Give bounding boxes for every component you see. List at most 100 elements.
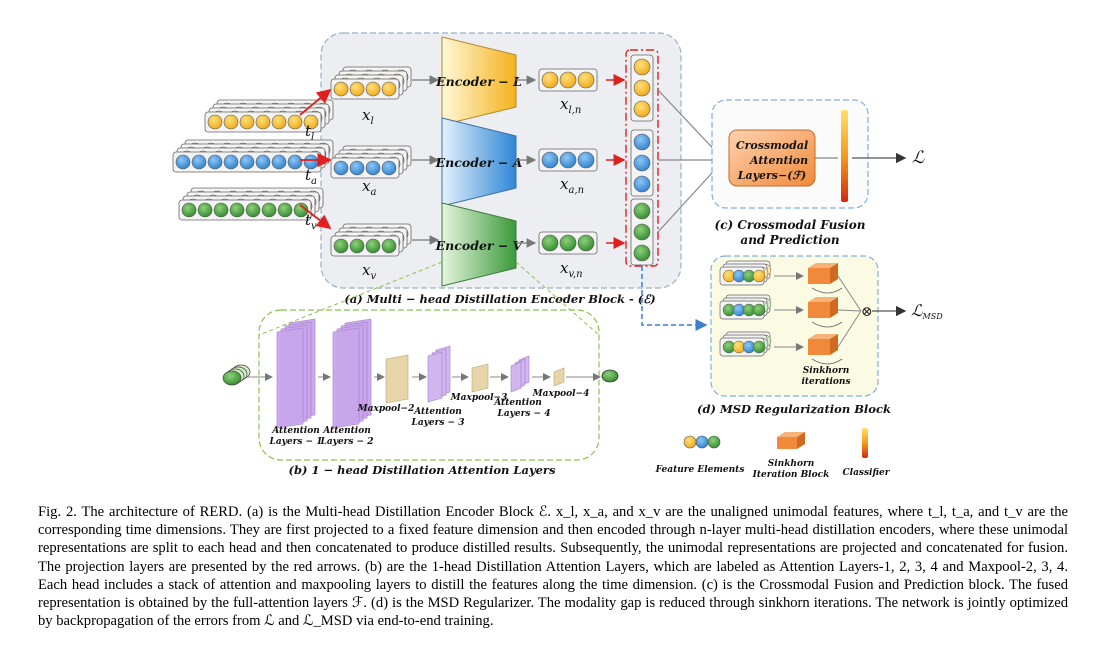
label-maxpool-3: Maxpool−3 <box>450 393 508 403</box>
projected-audio-element <box>381 160 397 176</box>
input-audio-element <box>239 154 255 170</box>
input-visual-element <box>245 202 261 218</box>
attention-layers-3 <box>427 345 451 403</box>
sinkhorn-cube-side <box>830 334 838 355</box>
svg-text:Encoder − A: Encoder − A <box>435 155 523 170</box>
msd-rows <box>719 260 862 365</box>
sinkhorn-cube-front <box>808 302 830 318</box>
maxpool-2-slab <box>385 354 409 404</box>
msd-feature-element <box>752 269 766 283</box>
projected-visual-layer <box>330 235 400 257</box>
sinkhorn-cube-side <box>830 263 838 284</box>
sinkhorn-cube-top <box>808 263 838 268</box>
label-attention-4b: Layers − 4 <box>497 409 551 419</box>
sinkhorn-cube-side <box>830 297 838 318</box>
concat-element <box>633 175 651 193</box>
legend-classifier: Classifier <box>843 428 891 478</box>
maxpool-3-slab <box>471 363 489 393</box>
concat-element <box>633 223 651 241</box>
concat-element <box>633 133 651 151</box>
attention-1-slab <box>276 327 304 429</box>
projected-stack-audio <box>330 145 412 179</box>
input-audio-element <box>255 154 271 170</box>
svg-text:Attention: Attention <box>749 154 808 167</box>
label-attention-3a: Attention <box>413 407 462 417</box>
zoom-line-right <box>515 261 600 336</box>
label-xln: xl,n <box>560 95 581 116</box>
time-dim-language: tl <box>305 122 314 143</box>
sinkhorn-loop <box>811 287 843 294</box>
classifier-bar <box>841 110 848 202</box>
label-attention-1b: Layers − 1 <box>269 437 323 447</box>
concat-column <box>630 54 654 266</box>
label-attention-1a: Attention <box>271 426 320 436</box>
output-language-element <box>577 71 595 89</box>
sinkhorn-loop <box>811 321 843 328</box>
sinkhorn-loop <box>811 358 843 365</box>
sinkhorn-cube-front <box>808 268 830 284</box>
block-b-label: (b) 1 − head Distillation Attention Laye… <box>289 463 556 477</box>
projected-language-element <box>333 81 349 97</box>
label-maxpool-2: Maxpool−2 <box>357 404 415 414</box>
block-c-label-line2: and Prediction <box>740 233 839 247</box>
input-language-element <box>239 114 255 130</box>
loss-msd: ℒMSD <box>911 301 943 321</box>
maxpool-3 <box>471 363 489 393</box>
input-audio-element <box>191 154 207 170</box>
sinkhorn-cube-top <box>808 297 838 302</box>
label-xl: xl <box>362 106 374 127</box>
attention-input-element <box>222 370 242 386</box>
label-attention-3b: Layers − 3 <box>411 418 465 428</box>
time-dim-audio: ta <box>305 166 317 187</box>
projected-language-element <box>381 81 397 97</box>
label-attention-4a: Attention <box>493 398 542 408</box>
projected-audio-element <box>333 160 349 176</box>
attention-2-slab <box>332 327 360 429</box>
output-audio-element <box>541 151 559 169</box>
output-audio <box>538 148 598 172</box>
msd-otimes: ⊗ <box>861 304 873 320</box>
output-audio-element <box>559 151 577 169</box>
encoder-v: Encoder − V <box>435 202 524 287</box>
output-language-element <box>559 71 577 89</box>
projected-audio-element <box>365 160 381 176</box>
msd-merge-line <box>837 275 862 312</box>
input-audio-element <box>175 154 191 170</box>
projected-visual-element <box>349 238 365 254</box>
architecture-diagram: tl ta tv xl xa xv Encoder − L Encoder − … <box>172 32 943 480</box>
maxpool-2 <box>385 354 409 404</box>
block-d-label: (d) MSD Regularization Block <box>697 402 891 416</box>
concat-element <box>633 58 651 76</box>
output-visual-element <box>541 234 559 252</box>
label-maxpool-4: Maxpool−4 <box>532 389 590 399</box>
input-audio-element <box>223 154 239 170</box>
msd-merge-line <box>837 309 862 312</box>
attention-layers-1 <box>276 318 316 429</box>
crossmodal-attention-box: Crossmodal Attention Layers−(ℱ) <box>728 129 816 187</box>
msd-merge-line <box>837 310 862 348</box>
label-xv: xv <box>362 261 376 282</box>
legend-sinkhorn-block: Sinkhorn Iteration Block <box>752 432 829 480</box>
projected-stack-language <box>330 66 412 100</box>
sinkhorn-cube-front <box>808 339 830 355</box>
encoder-a: Encoder − A <box>435 117 523 207</box>
svg-text:Encoder − V: Encoder − V <box>435 238 524 253</box>
legend-feature-elements: Feature Elements <box>655 435 744 475</box>
input-audio-element <box>271 154 287 170</box>
loss-main: ℒ <box>912 148 925 168</box>
label-xan: xa,n <box>560 175 584 196</box>
attention-layers-4 <box>510 355 530 393</box>
block-c-label-line1: (c) Crossmodal Fusion <box>715 218 866 232</box>
concat-element <box>633 202 651 220</box>
label-xvn: xv,n <box>560 259 583 280</box>
projected-visual-element <box>381 238 397 254</box>
projected-language-element <box>365 81 381 97</box>
input-language-element <box>207 114 223 130</box>
attention-4-slab <box>510 361 522 393</box>
input-visual-element <box>197 202 213 218</box>
time-dim-visual: tv <box>305 211 317 232</box>
concat-element <box>633 154 651 172</box>
input-visual-element <box>181 202 197 218</box>
projected-stack-visual <box>330 223 412 257</box>
attention-output <box>601 369 619 383</box>
